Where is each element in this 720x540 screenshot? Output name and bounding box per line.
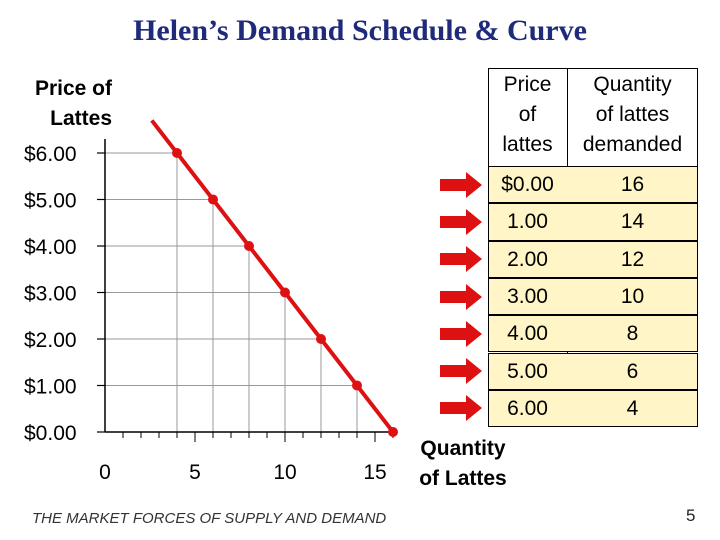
table-row	[488, 166, 698, 204]
y-tick-label: $0.00	[24, 422, 77, 445]
x-tick-label: 15	[363, 461, 386, 484]
table-cell-price: 5.00	[507, 359, 548, 383]
arrow-shape	[440, 358, 482, 385]
y-axis-label-line-2: Lattes	[50, 107, 112, 130]
table-cell-quantity: 10	[620, 284, 645, 308]
row-arrow-icon	[440, 208, 482, 235]
footer-text: THE MARKET FORCES OF SUPPLY AND DEMAND	[32, 510, 387, 527]
table-header-price-line: lattes	[502, 133, 553, 156]
demand-curve-line	[150, 119, 395, 434]
table-cell-quantity: 16	[620, 173, 645, 196]
x-tick-label: 5	[189, 461, 201, 484]
row-arrow-icon	[440, 246, 482, 273]
x-tick-label: 0	[99, 461, 111, 484]
row-arrow-icon	[440, 358, 482, 385]
demand-point	[388, 427, 398, 437]
table-cell-price: 3.00	[507, 284, 548, 308]
demand-point	[244, 241, 254, 251]
arrow-shape	[440, 246, 482, 273]
y-tick-label: $4.00	[24, 236, 77, 259]
demand-point	[172, 148, 182, 158]
table-cell-quantity: 12	[620, 247, 645, 271]
table-header-price-line: Price	[503, 73, 552, 96]
arrow-shape	[440, 171, 482, 198]
row-arrow-icon	[440, 320, 482, 347]
table-cell-quantity: 8	[626, 322, 639, 346]
table-cell-price: 4.00	[507, 322, 548, 346]
y-tick-label: $5.00	[24, 190, 77, 213]
page-number: 5	[686, 506, 696, 525]
table-header-price-line: of	[518, 103, 537, 126]
demand-point	[316, 334, 326, 344]
row-arrow-icon	[440, 395, 482, 422]
row-arrow-icon	[440, 283, 482, 310]
x-axis-label-line-1: Quantity	[420, 437, 506, 460]
arrow-shape	[440, 283, 482, 310]
table-row	[488, 352, 698, 390]
y-tick-label: $1.00	[24, 376, 77, 399]
y-tick-label: $6.00	[24, 143, 77, 166]
table-row	[488, 240, 698, 278]
row-arrow-icon	[440, 171, 482, 198]
table-header-quantity-line: Quantity	[593, 73, 672, 96]
y-tick-label: $3.00	[24, 283, 77, 306]
table-row	[488, 315, 698, 353]
x-axis-label-line-2: of Lattes	[419, 467, 507, 490]
arrow-shape	[440, 320, 482, 347]
arrow-shape	[440, 395, 482, 422]
x-tick-label: 10	[273, 461, 296, 484]
demand-point	[208, 194, 218, 205]
table-cell-price: 2.00	[507, 247, 548, 271]
table-row	[488, 277, 698, 316]
table-cell-price: $0.00	[501, 173, 554, 196]
arrow-shape	[440, 208, 482, 235]
table-row	[488, 389, 698, 428]
demand-point	[352, 380, 362, 391]
table-cell-price: 1.00	[507, 210, 548, 234]
y-tick-label: $2.00	[24, 329, 77, 352]
table-row	[488, 203, 698, 241]
table-header-price: Price of lattes	[488, 70, 567, 160]
table-cell-quantity: 6	[626, 359, 639, 383]
table-cell-quantity: 4	[626, 396, 639, 420]
page-title: Helen’s Demand Schedule & Curve	[133, 14, 587, 47]
table-cell-price: 6.00	[507, 396, 548, 420]
table-header-quantity: Quantity of lattes demanded	[567, 70, 698, 160]
table-header-quantity-line: of lattes	[595, 103, 670, 126]
y-axis-label-line-1: Price of	[34, 77, 112, 100]
table-cell-quantity: 14	[620, 210, 645, 234]
table-header-quantity-line: demanded	[582, 133, 683, 156]
y-axis-label: Price of Lattes	[14, 74, 112, 134]
demand-point	[280, 287, 290, 298]
x-axis-label: Quantity of Lattes	[408, 434, 518, 494]
table-header-frame	[488, 68, 698, 166]
